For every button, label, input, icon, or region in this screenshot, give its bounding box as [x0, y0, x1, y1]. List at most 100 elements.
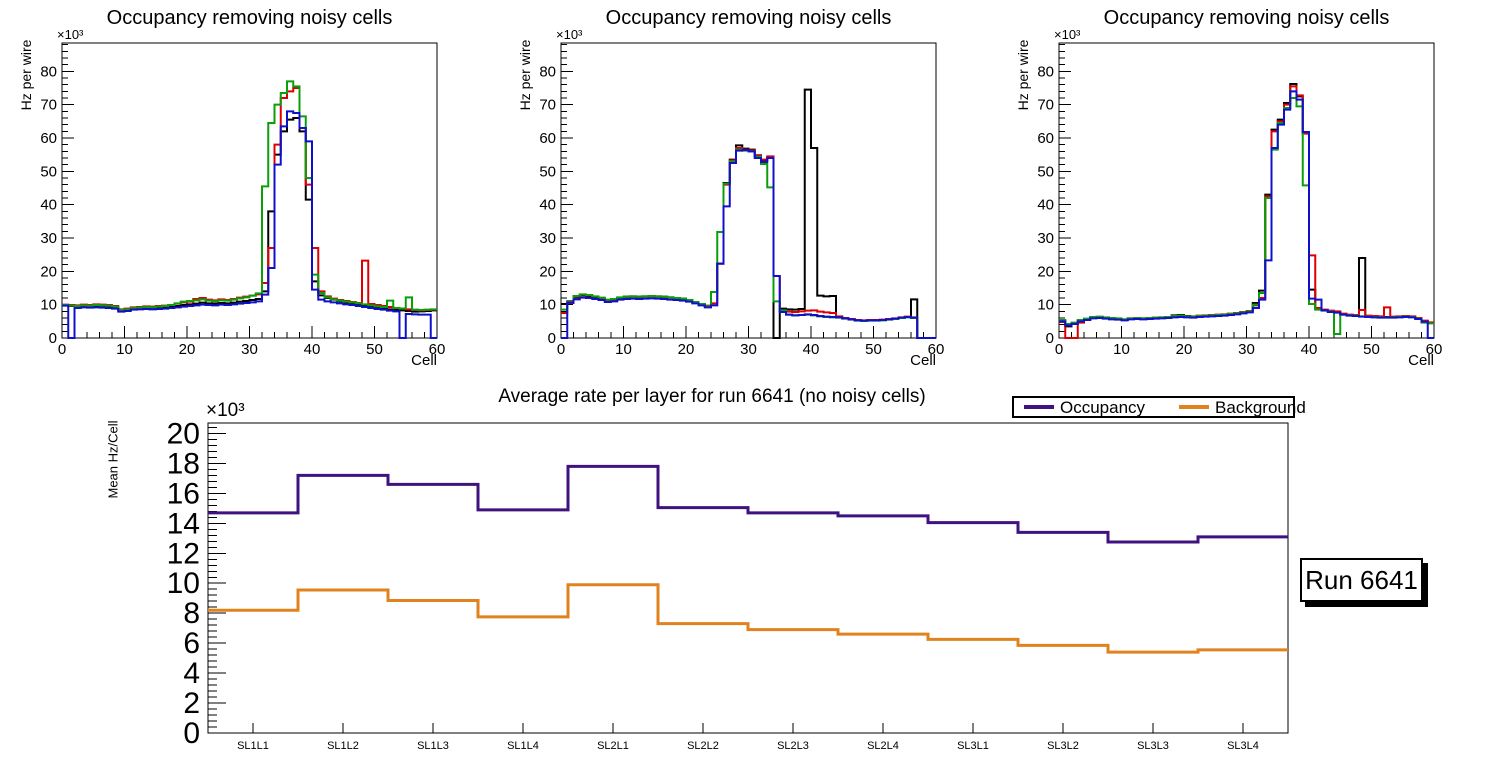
- x-axis-title: Cell: [1408, 352, 1434, 369]
- run-label-box: Run 6641: [1300, 558, 1423, 602]
- tick-label: 50: [366, 341, 383, 358]
- tick-label: 70: [1037, 97, 1054, 114]
- tick-label: 20: [539, 263, 556, 280]
- tick-label: 30: [40, 230, 57, 247]
- tick-label: SL1L1: [237, 740, 269, 752]
- occupancy-line-swatch-icon: [1024, 405, 1054, 409]
- occupancy-histogram-1: 0 10 20 30 40 50 60 0 10 20 30 40 50 60 70 80: [40, 42, 446, 358]
- plot-frame: [207, 422, 1289, 734]
- tick-label: 0: [183, 717, 200, 750]
- tick-label: 70: [40, 97, 57, 114]
- plot-frame: [61, 42, 438, 339]
- tick-label: 12: [167, 537, 200, 570]
- tick-label: 10: [615, 341, 632, 358]
- tick-label: 0: [557, 341, 565, 358]
- occupancy-pad-1: Occupancy removing noisy cells Hz per wi…: [0, 0, 499, 386]
- tick-label: 60: [429, 341, 446, 358]
- series-hist-black: [1059, 83, 1434, 328]
- tick-label: 10: [539, 297, 556, 314]
- plot-frame: [1058, 42, 1435, 339]
- run-label: Run 6641: [1305, 564, 1418, 595]
- y-axis-exponent: ×10³: [206, 400, 245, 421]
- tick-label: SL3L3: [1137, 740, 1169, 752]
- tick-label: SL2L2: [687, 740, 719, 752]
- tick-label: 80: [539, 63, 556, 80]
- tick-label: 80: [1037, 63, 1054, 80]
- tick-label: 20: [678, 341, 695, 358]
- tick-label: 4: [183, 657, 200, 690]
- legend: Occupancy Background: [1012, 396, 1306, 418]
- series-hist-blue: [62, 110, 437, 339]
- occupancy-pad-3: Occupancy removing noisy cells Hz per wi…: [997, 0, 1496, 386]
- series-hist-green: [62, 80, 437, 311]
- series-hist-red: [62, 87, 437, 312]
- tick-label: 40: [40, 197, 57, 214]
- occupancy-pad-2: Occupancy removing noisy cells Hz per wi…: [499, 0, 998, 386]
- x-axis-title: Cell: [910, 352, 936, 369]
- tick-label: 10: [116, 341, 133, 358]
- tick-label: 18: [167, 447, 200, 480]
- tick-label: 20: [179, 341, 196, 358]
- tick-label: 30: [1037, 230, 1054, 247]
- tick-label: SL3L1: [957, 740, 989, 752]
- tick-label: 10: [40, 297, 57, 314]
- y-axis-exponent: ×10³: [556, 27, 583, 42]
- tick-label: 60: [1037, 130, 1054, 147]
- tick-label: 50: [865, 341, 882, 358]
- tick-label: SL3L2: [1047, 740, 1079, 752]
- plot-title: Occupancy removing noisy cells: [605, 7, 892, 29]
- background-line-swatch-icon: [1179, 405, 1210, 409]
- plot-title: Occupancy removing noisy cells: [1103, 7, 1390, 29]
- series-Background: [208, 583, 1288, 654]
- tick-label: SL3L4: [1227, 740, 1259, 752]
- tick-label: 0: [1055, 341, 1063, 358]
- tick-label: 10: [1037, 297, 1054, 314]
- tick-label: 10: [167, 567, 200, 600]
- tick-label: 30: [241, 341, 258, 358]
- tick-label: SL2L4: [867, 740, 899, 752]
- tick-label: SL2L3: [777, 740, 809, 752]
- tick-label: 20: [1176, 341, 1193, 358]
- tick-label: 50: [539, 163, 556, 180]
- tick-label: SL1L3: [417, 740, 449, 752]
- tick-label: 60: [539, 130, 556, 147]
- legend-label-background: Background: [1215, 397, 1306, 417]
- average-rate-pad: Average rate per layer for run 6641 (no …: [0, 386, 1496, 772]
- tick-label: 40: [539, 197, 556, 214]
- tick-label: 60: [928, 341, 945, 358]
- legend-label-occupancy: Occupancy: [1060, 397, 1146, 417]
- tick-label: 0: [58, 341, 66, 358]
- tick-label: 10: [1113, 341, 1130, 358]
- y-axis-exponent: ×10³: [57, 27, 84, 42]
- occupancy-histogram-3: 0 10 20 30 40 50 60 0 10 20 30 40 50 60 70 80: [1037, 42, 1443, 358]
- tick-label: 40: [1037, 197, 1054, 214]
- tick-label: 20: [40, 263, 57, 280]
- tick-label: 20: [167, 417, 200, 450]
- tick-label: 40: [304, 341, 321, 358]
- series-hist-red: [561, 147, 936, 339]
- tick-label: 50: [40, 163, 57, 180]
- tick-label: 20: [1037, 263, 1054, 280]
- tick-label: 16: [167, 477, 200, 510]
- y-axis-exponent: ×10³: [1054, 27, 1081, 42]
- series-hist-red: [1059, 85, 1434, 339]
- occupancy-histogram-2: 0 10 20 30 40 50 60 0 10 20 30 40 50 60 70 80: [539, 42, 945, 358]
- tick-label: 0: [1046, 330, 1054, 347]
- tick-label: 6: [183, 627, 200, 660]
- tick-label: 8: [183, 597, 200, 630]
- series-hist-blue: [1059, 90, 1434, 339]
- plot-title: Occupancy removing noisy cells: [106, 7, 393, 29]
- legend-entry-occupancy: Occupancy: [1024, 399, 1145, 416]
- tick-label: 30: [1238, 341, 1255, 358]
- tick-label: 50: [1363, 341, 1380, 358]
- tick-label: 14: [167, 507, 200, 540]
- tick-label: 60: [40, 130, 57, 147]
- tick-label: 60: [1426, 341, 1443, 358]
- tick-label: SL1L2: [327, 740, 359, 752]
- tick-label: 40: [803, 341, 820, 358]
- legend-entry-background: Background: [1179, 399, 1306, 416]
- tick-label: 50: [1037, 163, 1054, 180]
- series-hist-black: [62, 117, 437, 313]
